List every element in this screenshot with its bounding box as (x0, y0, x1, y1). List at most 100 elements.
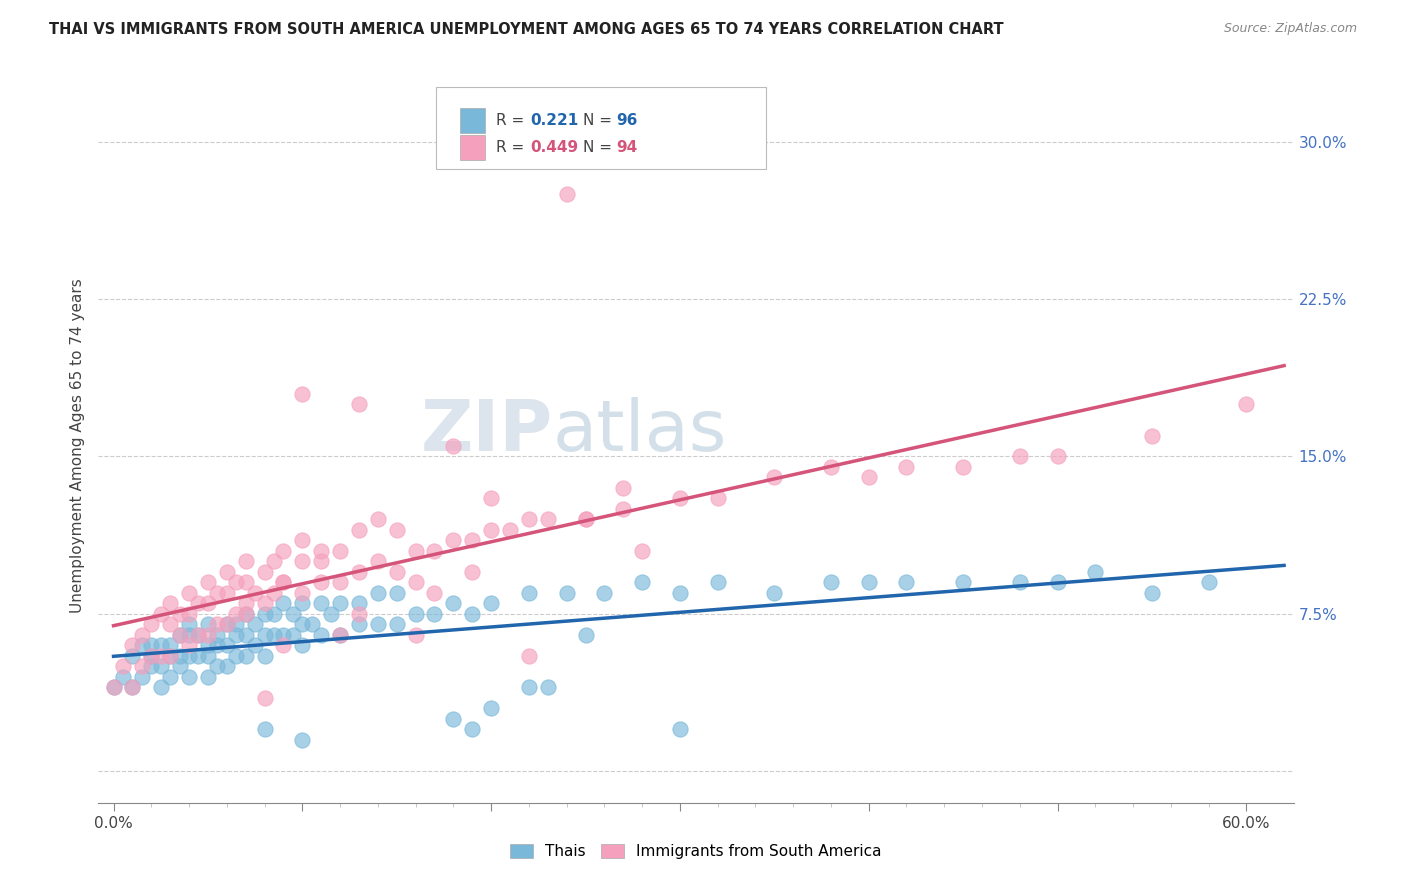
Point (149, 607, 172, 621)
Point (215, 617, 238, 632)
Point (197, 617, 219, 632)
Point (177, 586, 200, 600)
Point (1234, 397, 1257, 411)
Text: Source: ZipAtlas.com: Source: ZipAtlas.com (1223, 22, 1357, 36)
Legend: Thais, Immigrants from South America: Thais, Immigrants from South America (510, 845, 882, 859)
Text: 0.221: 0.221 (530, 113, 578, 128)
Point (197, 639, 219, 653)
Point (169, 628, 191, 642)
Point (253, 690, 276, 705)
Point (423, 607, 446, 621)
Point (159, 648, 181, 663)
Point (367, 512, 389, 526)
Point (235, 628, 257, 642)
Point (309, 628, 332, 642)
Text: R =: R = (496, 113, 530, 128)
Point (537, 681, 560, 695)
Point (291, 586, 314, 600)
Point (235, 596, 257, 610)
Point (197, 648, 219, 663)
Point (197, 670, 219, 684)
Point (329, 596, 352, 610)
Point (141, 617, 163, 632)
Point (1008, 575, 1031, 590)
Point (215, 639, 238, 653)
Point (574, 512, 596, 526)
Point (291, 533, 314, 548)
Point (441, 712, 464, 726)
Point (367, 554, 389, 568)
Point (111, 670, 134, 684)
Point (385, 565, 408, 579)
Point (309, 544, 332, 558)
Point (763, 470, 786, 484)
Point (121, 639, 143, 653)
Text: 0.449: 0.449 (530, 140, 578, 154)
Point (329, 575, 352, 590)
Point (858, 575, 880, 590)
Point (347, 607, 370, 621)
Point (405, 575, 427, 590)
Point (499, 523, 522, 537)
Point (441, 596, 464, 610)
Point (281, 607, 304, 621)
Point (187, 628, 209, 642)
Text: R =: R = (496, 140, 530, 154)
Point (291, 554, 314, 568)
Point (441, 533, 464, 548)
Point (423, 586, 446, 600)
Point (952, 460, 974, 475)
Point (612, 502, 634, 516)
Point (631, 544, 654, 558)
Point (896, 460, 918, 475)
Point (149, 659, 172, 673)
Point (225, 607, 247, 621)
Point (159, 596, 181, 610)
Point (319, 607, 342, 621)
Point (706, 491, 728, 506)
Point (207, 628, 229, 642)
Point (291, 386, 314, 401)
Point (281, 628, 304, 642)
Point (1046, 450, 1069, 464)
Point (669, 586, 692, 600)
Point (479, 523, 502, 537)
Point (479, 596, 502, 610)
Point (517, 586, 540, 600)
Point (253, 648, 276, 663)
Point (441, 439, 464, 453)
Point (555, 187, 578, 202)
Text: 94: 94 (616, 140, 637, 154)
Point (329, 628, 352, 642)
Point (537, 512, 560, 526)
Point (263, 607, 285, 621)
Point (461, 723, 484, 737)
Point (273, 639, 295, 653)
Point (461, 607, 484, 621)
Point (131, 639, 153, 653)
Point (131, 628, 153, 642)
Point (215, 617, 238, 632)
Point (952, 575, 974, 590)
Point (225, 628, 247, 642)
Point (159, 648, 181, 663)
Point (207, 659, 229, 673)
Point (574, 512, 596, 526)
Text: THAI VS IMMIGRANTS FROM SOUTH AMERICA UNEMPLOYMENT AMONG AGES 65 TO 74 YEARS COR: THAI VS IMMIGRANTS FROM SOUTH AMERICA UN… (49, 22, 1004, 37)
Point (479, 491, 502, 506)
Point (291, 639, 314, 653)
Point (574, 628, 596, 642)
Point (479, 701, 502, 715)
Point (177, 628, 200, 642)
Point (385, 617, 408, 632)
Point (197, 575, 219, 590)
Point (243, 617, 266, 632)
Point (669, 491, 692, 506)
Point (235, 648, 257, 663)
Point (858, 470, 880, 484)
Point (207, 639, 229, 653)
Point (207, 617, 229, 632)
Point (253, 607, 276, 621)
Point (187, 648, 209, 663)
Point (253, 628, 276, 642)
